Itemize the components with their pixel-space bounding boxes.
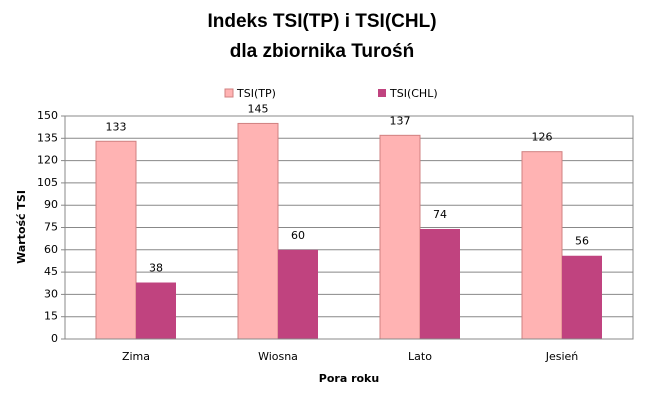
bar	[521, 151, 563, 340]
x-tick-label: Wiosna	[258, 350, 298, 363]
legend-label: TSI(CHL)	[389, 87, 438, 100]
chart-title: dla zbiornika Turośń	[230, 41, 414, 62]
legend-swatch	[378, 89, 386, 97]
legend-swatch	[224, 88, 234, 98]
x-tick-label: Zima	[122, 350, 150, 363]
y-tick-label: 15	[44, 310, 58, 323]
y-tick-label: 90	[44, 198, 58, 211]
bar	[95, 140, 137, 340]
value-label: 145	[248, 102, 269, 115]
y-tick-label: 135	[37, 131, 58, 144]
x-tick-label: Jesień	[545, 350, 579, 363]
y-tick-label: 45	[44, 265, 58, 278]
y-tick-label: 60	[44, 243, 58, 256]
value-label: 56	[575, 235, 589, 248]
bar	[278, 249, 318, 339]
y-tick-label: 0	[51, 332, 58, 345]
value-label: 126	[532, 131, 553, 144]
y-tick-label: 120	[37, 154, 58, 167]
x-axis-title: Pora roku	[319, 372, 379, 385]
bar	[136, 282, 176, 339]
bar	[379, 134, 421, 340]
y-tick-label: 150	[37, 109, 58, 122]
chart-title: Indeks TSI(TP) i TSI(CHL)	[207, 11, 436, 32]
bar	[562, 255, 602, 339]
y-axis-title: Wartość TSI	[15, 190, 28, 264]
value-label: 137	[390, 114, 411, 127]
value-label: 74	[433, 208, 447, 221]
y-tick-label: 105	[37, 176, 58, 189]
value-label: 133	[106, 120, 127, 133]
bar	[237, 122, 279, 340]
value-label: 60	[291, 229, 305, 242]
y-tick-label: 30	[44, 287, 58, 300]
value-label: 38	[149, 262, 163, 275]
y-tick-label: 75	[44, 221, 58, 234]
legend-label: TSI(TP)	[236, 87, 276, 100]
x-tick-label: Lato	[408, 350, 432, 363]
bar	[420, 228, 460, 339]
